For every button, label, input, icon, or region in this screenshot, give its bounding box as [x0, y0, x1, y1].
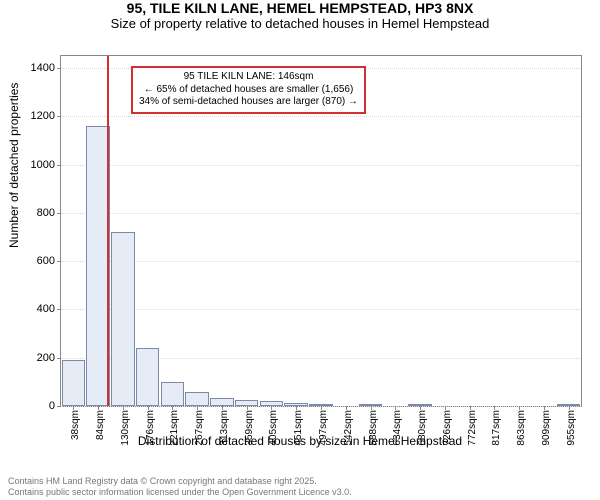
histogram-bar: [161, 382, 185, 406]
y-tick-label: 400: [37, 303, 55, 315]
histogram-bar: [210, 398, 234, 406]
y-tick-label: 1400: [31, 62, 55, 74]
footer-line2: Contains public sector information licen…: [8, 487, 352, 498]
annotation-line: 95 TILE KILN LANE: 146sqm: [139, 71, 358, 84]
histogram-bar: [136, 348, 160, 406]
y-tick-label: 0: [49, 400, 55, 412]
attribution-footer: Contains HM Land Registry data © Crown c…: [8, 476, 352, 498]
title-line1: 95, TILE KILN LANE, HEMEL HEMPSTEAD, HP3…: [0, 0, 600, 16]
histogram-bar: [62, 360, 86, 406]
gridline: [61, 213, 581, 214]
y-tick-label: 1200: [31, 110, 55, 122]
gridline: [61, 116, 581, 117]
chart-title: 95, TILE KILN LANE, HEMEL HEMPSTEAD, HP3…: [0, 0, 600, 31]
gridline: [61, 261, 581, 262]
annotation-line: ← 65% of detached houses are smaller (1,…: [139, 84, 358, 97]
annotation-box: 95 TILE KILN LANE: 146sqm← 65% of detach…: [131, 66, 366, 114]
chart-container: Number of detached properties 0200400600…: [0, 45, 600, 450]
histogram-bar: [185, 392, 209, 406]
title-line2: Size of property relative to detached ho…: [0, 16, 600, 31]
y-tick-label: 1000: [31, 159, 55, 171]
y-tick-label: 800: [37, 207, 55, 219]
gridline: [61, 165, 581, 166]
y-tick-label: 200: [37, 352, 55, 364]
y-tick-label: 600: [37, 255, 55, 267]
annotation-line: 34% of semi-detached houses are larger (…: [139, 96, 358, 109]
plot-area: 020040060080010001200140038sqm84sqm130sq…: [60, 55, 582, 407]
gridline: [61, 309, 581, 310]
y-axis-label: Number of detached properties: [7, 82, 21, 247]
histogram-bar: [111, 232, 135, 406]
footer-line1: Contains HM Land Registry data © Crown c…: [8, 476, 352, 487]
reference-line: [107, 56, 109, 406]
x-axis-label: Distribution of detached houses by size …: [0, 434, 600, 448]
